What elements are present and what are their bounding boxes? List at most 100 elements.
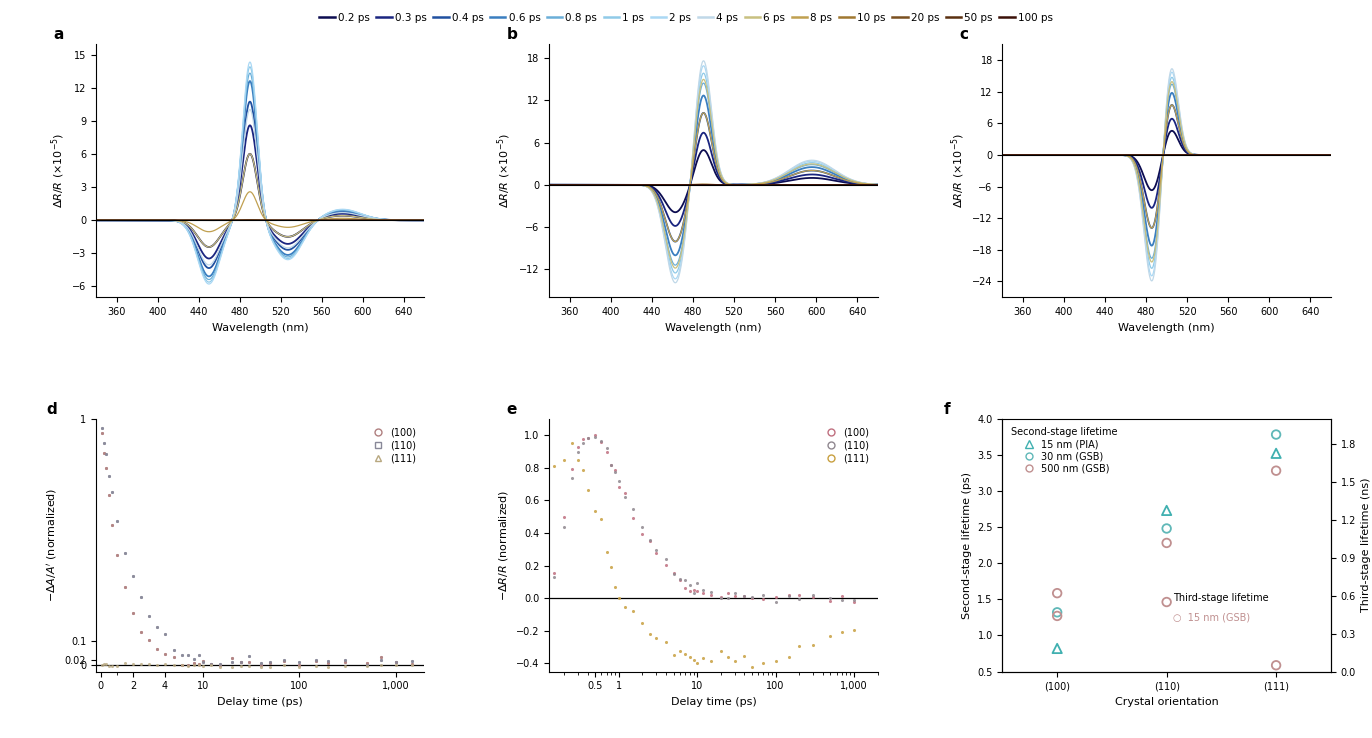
Point <box>209 661 230 672</box>
Point <box>192 656 214 668</box>
Point <box>679 579 701 590</box>
Point <box>122 570 144 582</box>
Point <box>654 554 676 565</box>
Point <box>595 546 617 558</box>
Text: a: a <box>54 27 63 42</box>
Point <box>674 648 696 660</box>
Point <box>335 657 357 669</box>
Point <box>188 649 210 661</box>
Point <box>273 655 295 667</box>
Text: c: c <box>960 27 969 42</box>
Point <box>645 545 667 556</box>
Point <box>288 658 310 670</box>
Point <box>95 462 117 474</box>
Point <box>543 460 565 472</box>
Point <box>622 512 643 524</box>
Point <box>200 658 222 670</box>
Point <box>663 568 685 579</box>
Point <box>122 607 144 619</box>
Point <box>831 627 853 638</box>
Point <box>355 658 377 669</box>
Y-axis label: $\Delta R/R\ (\times 10^{-5})$: $\Delta R/R\ (\times 10^{-5})$ <box>49 133 66 208</box>
Point <box>139 634 161 646</box>
Point <box>200 658 222 670</box>
Point <box>102 519 123 531</box>
Point <box>584 431 606 443</box>
Point <box>154 648 176 660</box>
Point <box>1047 610 1069 622</box>
Point <box>239 655 261 667</box>
Point <box>335 660 357 672</box>
Point <box>172 659 193 671</box>
Legend: (100), (110), (111): (100), (110), (111) <box>365 424 420 467</box>
Point <box>145 621 167 633</box>
X-axis label: Delay time (ps): Delay time (ps) <box>217 697 303 707</box>
Point <box>92 421 114 433</box>
Point <box>92 421 114 433</box>
Text: d: d <box>47 401 58 416</box>
Point <box>384 656 406 668</box>
Point <box>172 659 193 671</box>
Point <box>163 644 185 656</box>
Point <box>1155 596 1177 608</box>
Point <box>192 655 214 666</box>
Point <box>639 534 661 546</box>
Point <box>613 601 635 613</box>
Point <box>259 661 281 672</box>
Point <box>209 659 230 671</box>
Point <box>831 590 853 602</box>
Point <box>97 470 119 482</box>
Point <box>600 561 622 573</box>
Text: Third-stage lifetime: Third-stage lifetime <box>1173 593 1269 603</box>
Point <box>259 655 281 667</box>
Point <box>674 573 696 585</box>
Point <box>752 593 774 605</box>
Point <box>93 447 115 459</box>
Point <box>273 655 295 667</box>
Point <box>122 607 144 619</box>
Point <box>723 590 745 602</box>
Point <box>139 634 161 646</box>
Point <box>1265 429 1287 441</box>
Point <box>369 660 391 672</box>
Point <box>230 656 252 668</box>
Point <box>139 658 161 669</box>
Point <box>154 628 176 640</box>
Point <box>608 475 630 486</box>
Point <box>106 660 128 672</box>
Point <box>369 651 391 663</box>
Point <box>683 587 705 599</box>
Point <box>177 659 199 671</box>
Point <box>369 651 391 663</box>
Y-axis label: $-\Delta R/R$ (normalized): $-\Delta R/R$ (normalized) <box>498 489 510 601</box>
Point <box>384 656 406 668</box>
Point <box>819 630 841 642</box>
Point <box>182 657 204 669</box>
Point <box>163 652 185 663</box>
Point <box>1047 643 1069 655</box>
Point <box>102 519 123 531</box>
Point <box>764 596 786 608</box>
Point <box>130 591 152 603</box>
Point <box>188 659 210 671</box>
Point <box>288 658 310 670</box>
Point <box>584 506 606 517</box>
Point <box>163 659 185 671</box>
Point <box>553 511 575 523</box>
Point <box>259 657 281 669</box>
Point <box>239 655 261 667</box>
Point <box>693 587 715 599</box>
Point <box>741 661 763 673</box>
Text: b: b <box>506 27 517 42</box>
Point <box>154 628 176 640</box>
Point <box>355 659 377 671</box>
Text: f: f <box>944 401 949 416</box>
X-axis label: Wavelength (nm): Wavelength (nm) <box>211 323 309 333</box>
Point <box>177 661 199 672</box>
Point <box>250 659 272 671</box>
Point <box>306 655 328 666</box>
Point <box>122 570 144 582</box>
Point <box>1047 587 1069 599</box>
Point <box>355 658 377 669</box>
X-axis label: Crystal orientation: Crystal orientation <box>1115 697 1218 707</box>
